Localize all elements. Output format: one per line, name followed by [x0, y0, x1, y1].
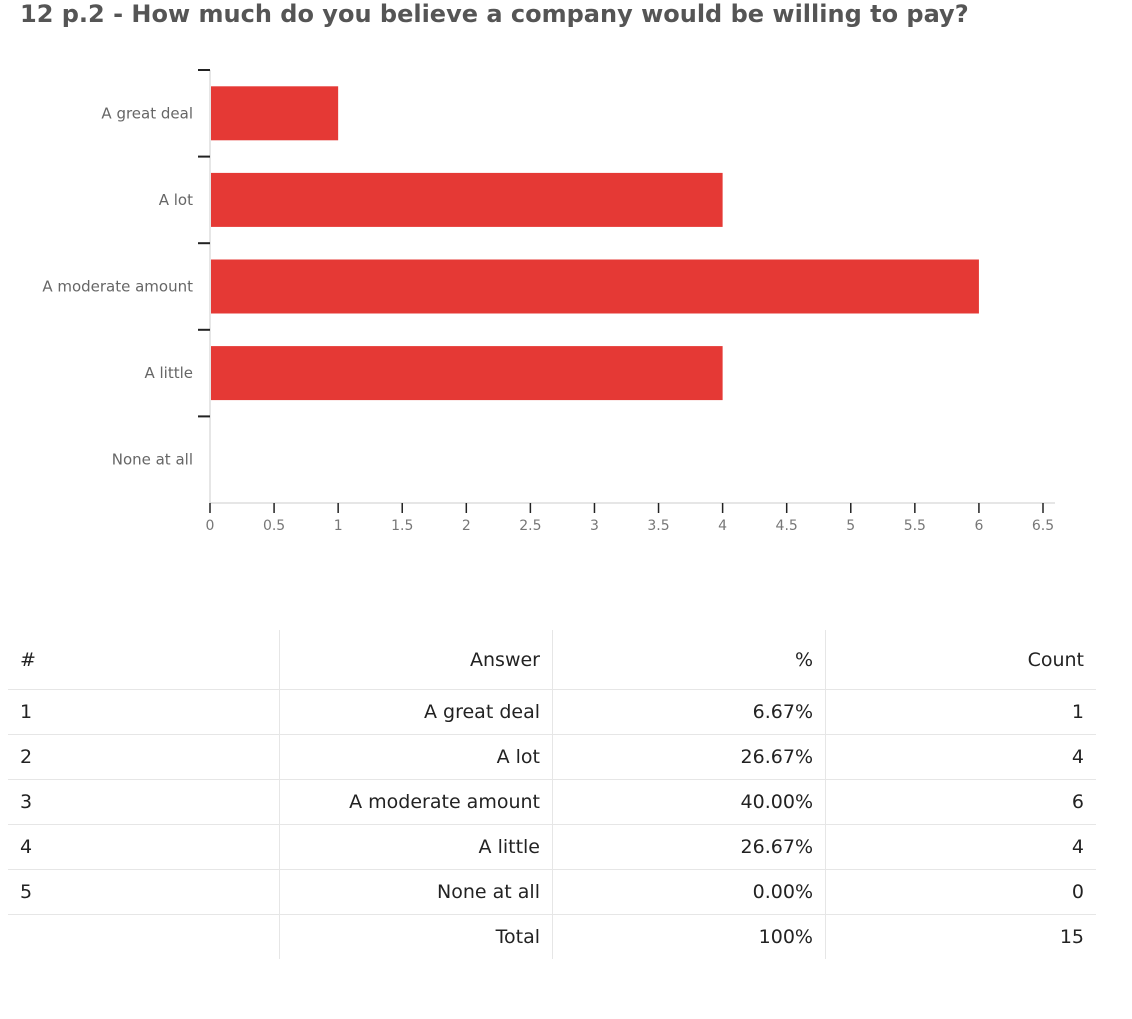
total-number [8, 915, 280, 960]
bar [211, 259, 979, 314]
row-answer: A lot [279, 734, 553, 780]
row-count: 0 [825, 869, 1096, 915]
row-number: 5 [8, 869, 280, 915]
x-tick-label: 1.5 [391, 518, 413, 534]
row-answer: A little [279, 824, 553, 870]
table-header-row: # Answer % Count [8, 630, 1096, 690]
table-row: 2 A lot 26.67% 4 [8, 734, 1096, 780]
category-label: None at all [112, 451, 193, 469]
x-tick-label: 5.5 [904, 518, 926, 534]
bar-chart: A great deal A lot A moderate amount A litt… [42, 69, 1055, 534]
category-label: A lot [159, 191, 193, 209]
table-row: 5 None at all 0.00% 0 [8, 869, 1096, 915]
row-count: 6 [825, 779, 1096, 825]
x-tick-label: 6.5 [1032, 518, 1054, 534]
bar [211, 346, 723, 401]
row-count: 4 [825, 824, 1096, 870]
x-tick-label: 4.5 [776, 518, 798, 534]
row-answer: A great deal [279, 689, 553, 735]
table-row: 4 A little 26.67% 4 [8, 824, 1096, 870]
row-answer: A moderate amount [279, 779, 553, 825]
x-tick-label: 3.5 [647, 518, 669, 534]
x-tick-label: 0.5 [263, 518, 285, 534]
row-number: 1 [8, 689, 280, 735]
total-percent: 100% [552, 914, 826, 959]
x-tick-label: 5 [846, 518, 855, 534]
row-percent: 6.67% [552, 689, 826, 735]
x-tick-label: 3 [590, 518, 599, 534]
row-percent: 0.00% [552, 869, 826, 915]
row-number: 3 [8, 779, 280, 825]
category-label: A little [144, 364, 193, 382]
table-row: 1 A great deal 6.67% 1 [8, 689, 1096, 735]
table-total-row: Total 100% 15 [8, 914, 1096, 960]
row-number: 4 [8, 824, 280, 870]
x-tick-label: 1 [334, 518, 343, 534]
bar [211, 86, 339, 141]
row-answer: None at all [279, 869, 553, 915]
header-count: Count [825, 630, 1096, 690]
results-table: # Answer % Count 1 A great deal 6.67% 1 … [8, 630, 1096, 959]
row-number: 2 [8, 734, 280, 780]
row-percent: 26.67% [552, 734, 826, 780]
row-count: 4 [825, 734, 1096, 780]
bar [211, 172, 723, 227]
category-label: A moderate amount [42, 278, 193, 296]
row-percent: 40.00% [552, 779, 826, 825]
row-percent: 26.67% [552, 824, 826, 870]
x-tick-label: 2 [462, 518, 471, 534]
total-count: 15 [825, 914, 1096, 959]
row-count: 1 [825, 689, 1096, 735]
total-label: Total [279, 914, 553, 959]
x-tick-label: 2.5 [519, 518, 541, 534]
x-tick-label: 0 [206, 518, 215, 534]
page-title: 12 p.2 - How much do you believe a compa… [20, 0, 969, 28]
category-label: A great deal [101, 104, 193, 122]
x-tick-label: 4 [718, 518, 727, 534]
header-answer: Answer [279, 630, 553, 690]
header-percent: % [552, 630, 826, 690]
x-tick-label: 6 [974, 518, 983, 534]
header-number: # [8, 630, 280, 690]
table-row: 3 A moderate amount 40.00% 6 [8, 779, 1096, 825]
